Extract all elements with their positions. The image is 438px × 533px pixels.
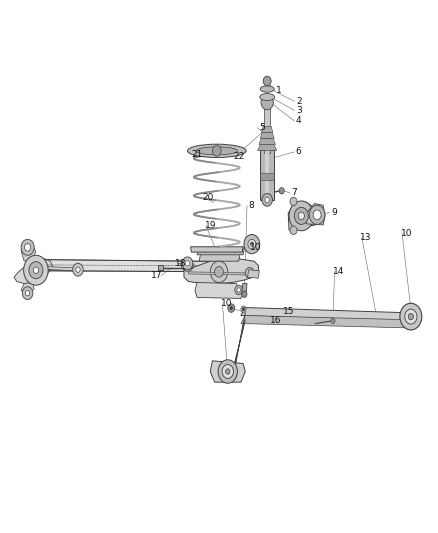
Text: 13: 13: [360, 233, 372, 241]
Circle shape: [218, 360, 237, 383]
Text: 8: 8: [248, 201, 254, 210]
Text: 15: 15: [283, 308, 295, 316]
Circle shape: [76, 267, 80, 272]
Circle shape: [25, 290, 30, 296]
Text: 17: 17: [151, 271, 162, 280]
Circle shape: [263, 76, 271, 86]
Ellipse shape: [187, 144, 246, 158]
Polygon shape: [261, 126, 273, 132]
Circle shape: [185, 261, 190, 266]
Polygon shape: [258, 144, 277, 150]
Polygon shape: [241, 316, 411, 328]
Circle shape: [182, 257, 193, 270]
Circle shape: [33, 267, 39, 273]
Polygon shape: [260, 150, 274, 200]
Circle shape: [245, 268, 254, 278]
Circle shape: [261, 95, 273, 110]
Circle shape: [405, 309, 417, 324]
Text: 10: 10: [221, 300, 233, 308]
Polygon shape: [259, 139, 276, 144]
Circle shape: [242, 308, 245, 311]
Circle shape: [262, 193, 272, 206]
Polygon shape: [188, 272, 245, 275]
Circle shape: [237, 288, 240, 292]
Polygon shape: [288, 201, 315, 230]
Circle shape: [215, 266, 223, 277]
Polygon shape: [21, 245, 36, 261]
Polygon shape: [260, 132, 274, 139]
Polygon shape: [37, 260, 247, 272]
Text: 14: 14: [333, 268, 345, 276]
Circle shape: [29, 262, 43, 279]
Circle shape: [235, 285, 243, 295]
Circle shape: [248, 239, 256, 249]
Text: 20: 20: [202, 193, 213, 201]
Text: 18: 18: [175, 259, 187, 268]
Circle shape: [24, 255, 48, 285]
Polygon shape: [264, 102, 270, 153]
Circle shape: [242, 291, 247, 297]
Text: 10: 10: [250, 244, 261, 252]
Polygon shape: [265, 153, 269, 197]
Text: 19: 19: [205, 221, 216, 230]
Circle shape: [21, 239, 34, 255]
Circle shape: [331, 318, 335, 324]
Text: 5: 5: [259, 124, 265, 132]
Polygon shape: [21, 282, 34, 294]
Text: 9: 9: [331, 208, 337, 217]
Text: 10: 10: [401, 229, 412, 238]
Circle shape: [226, 369, 230, 374]
Polygon shape: [184, 259, 258, 284]
Circle shape: [73, 263, 83, 276]
Polygon shape: [195, 282, 243, 298]
Polygon shape: [210, 361, 245, 382]
Circle shape: [289, 201, 314, 231]
Polygon shape: [199, 253, 240, 261]
Circle shape: [212, 146, 221, 156]
Circle shape: [250, 242, 254, 246]
Polygon shape: [242, 284, 247, 294]
Ellipse shape: [260, 86, 274, 92]
Circle shape: [309, 205, 325, 224]
Circle shape: [290, 197, 297, 206]
Text: 3: 3: [296, 106, 302, 115]
Text: 4: 4: [296, 117, 301, 125]
Polygon shape: [247, 270, 259, 278]
Polygon shape: [260, 173, 274, 180]
Circle shape: [294, 207, 308, 224]
Polygon shape: [197, 248, 244, 255]
Text: 6: 6: [296, 148, 302, 156]
Circle shape: [313, 210, 321, 220]
Circle shape: [25, 244, 31, 251]
Text: 16: 16: [270, 317, 282, 325]
Ellipse shape: [196, 147, 237, 155]
Ellipse shape: [260, 94, 275, 100]
Polygon shape: [42, 266, 79, 271]
Polygon shape: [307, 204, 325, 225]
Polygon shape: [191, 247, 243, 252]
Circle shape: [241, 306, 246, 312]
Circle shape: [290, 226, 297, 235]
Circle shape: [244, 235, 260, 254]
Text: 1: 1: [276, 86, 282, 95]
Text: 21: 21: [191, 150, 202, 159]
Polygon shape: [158, 265, 163, 270]
Circle shape: [222, 365, 233, 378]
Circle shape: [230, 306, 233, 310]
Polygon shape: [241, 308, 411, 321]
Circle shape: [22, 287, 33, 300]
Text: 2: 2: [296, 97, 301, 106]
Polygon shape: [14, 259, 53, 284]
Text: 22: 22: [233, 152, 245, 161]
Circle shape: [210, 261, 228, 282]
Circle shape: [298, 212, 304, 220]
Text: 7: 7: [291, 189, 297, 197]
Circle shape: [400, 303, 422, 330]
Polygon shape: [234, 313, 245, 365]
Circle shape: [408, 313, 413, 320]
Circle shape: [265, 197, 269, 203]
Circle shape: [279, 188, 284, 194]
Circle shape: [228, 304, 235, 312]
